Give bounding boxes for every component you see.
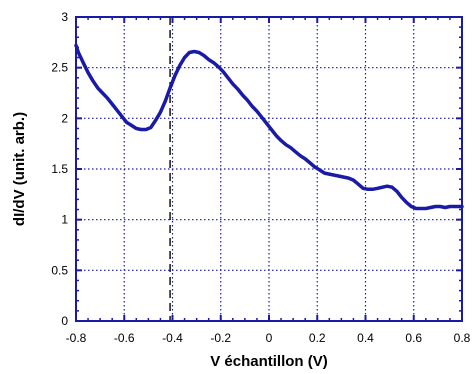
x-tick-label: 0.2 [309,331,326,345]
tick-marks [75,16,463,322]
y-axis-tick-labels: 0 0.5 1 1.5 2 2.5 3 [51,10,68,328]
x-axis-tick-labels: -0.8 -0.6 -0.4 -0.2 0 0.2 0.4 0.6 0.8 [66,331,471,345]
y-tick-label: 1 [61,213,68,227]
x-tick-label: -0.6 [114,331,135,345]
series [74,43,464,211]
x-tick-label: -0.4 [162,331,183,345]
x-tick-label: 0 [266,331,273,345]
y-tick-label: 3 [61,10,68,24]
y-tick-label: 1.5 [51,162,68,176]
y-tick-label: 0.5 [51,263,68,277]
x-tick-label: -0.2 [210,331,231,345]
y-tick-label: 2 [61,111,68,125]
x-tick-label: 0.6 [405,331,422,345]
y-tick-label: 0 [61,314,68,328]
y-axis-title: dI/dV (unit. arb.) [11,112,28,226]
y-tick-label: 2.5 [51,61,68,75]
x-tick-label: 0.8 [454,331,471,345]
data-series-line [74,43,464,211]
x-tick-label: -0.8 [66,331,87,345]
x-axis-title: V échantillon (V) [210,353,328,370]
grid [75,16,463,322]
x-tick-label: 0.4 [357,331,374,345]
